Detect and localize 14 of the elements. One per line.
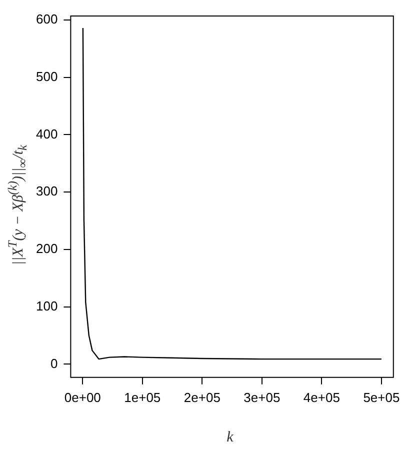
y-tick-label: 200 — [36, 241, 58, 256]
x-tick-label: 4e+05 — [303, 390, 340, 405]
x-tick-label: 1e+05 — [124, 390, 161, 405]
y-tick-label: 600 — [36, 12, 58, 27]
x-axis-title: k — [226, 430, 234, 446]
y-tick-label: 0 — [50, 356, 58, 371]
x-tick-label: 2e+05 — [184, 390, 220, 405]
y-tick-label: 500 — [36, 68, 58, 84]
y-tick-label: 400 — [36, 126, 58, 142]
y-tick-label: 100 — [36, 298, 58, 314]
x-tick-label: 5e+05 — [363, 390, 400, 405]
x-tick-label: 3e+05 — [244, 390, 280, 405]
x-tick-label: 0e+00 — [64, 390, 101, 405]
y-tick-label: 300 — [36, 184, 58, 199]
